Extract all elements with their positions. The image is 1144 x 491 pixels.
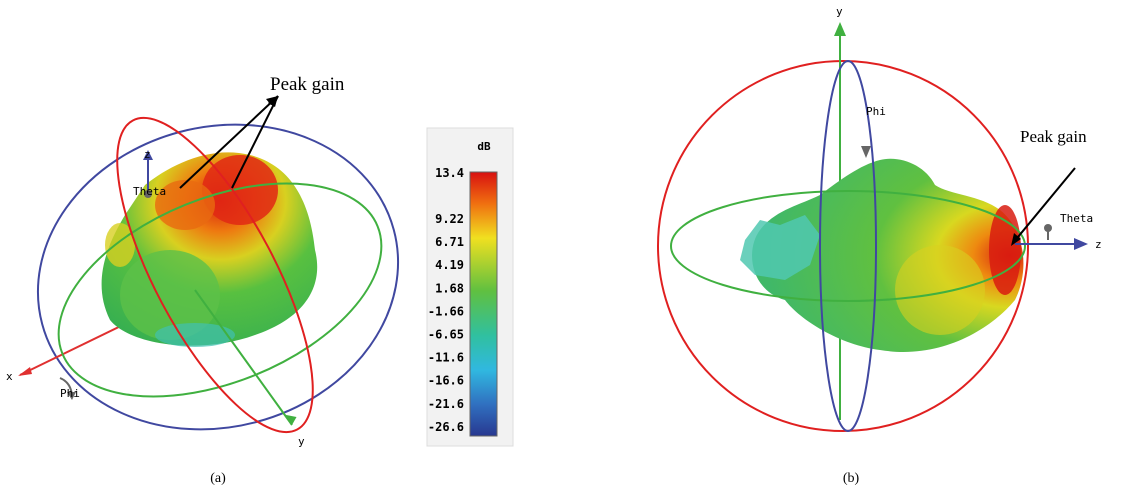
axis-label: y [298,435,305,448]
colorbar-label: 9.22 [435,212,464,226]
annotation-arrow [1013,168,1075,243]
axis-label: y [836,5,843,18]
colorbar-label: 13.4 [435,166,464,180]
colorbar-label: -1.66 [428,304,464,318]
caption: (b) [843,471,860,486]
colorbar-label: 1.68 [435,281,464,295]
axis-label: z [1095,238,1102,251]
colorbar-label: 4.19 [435,258,464,272]
pattern-a [3,85,432,469]
colorbar-label: -26.6 [428,420,464,434]
annotation: Peak gain [270,74,345,95]
colorbar-label: -16.6 [428,374,464,388]
angle-label: Theta [1060,212,1093,225]
colorbar-label: -11.6 [428,351,464,365]
angle-label: Theta [133,185,166,198]
axis-label: z [144,148,151,161]
figure: x y z Theta Phi Peak gain (a) dB 13.4 9.2… [0,0,1144,491]
angle-label: Phi [866,105,886,118]
annotation: Peak gain [1020,127,1087,146]
angle-label: Phi [60,387,80,400]
axis-label: x [6,370,13,383]
colorbar-label: 6.71 [435,235,464,249]
pattern-b [658,22,1088,431]
caption: (a) [210,471,226,486]
colorbar-label: -6.65 [428,328,464,342]
colorbar-label: -21.6 [428,397,464,411]
colorbar-unit: dB [477,140,491,153]
colorbar: dB 13.4 9.22 6.71 4.19 1.68 -1.66 -6.65 -11.6 -1… [427,128,513,446]
